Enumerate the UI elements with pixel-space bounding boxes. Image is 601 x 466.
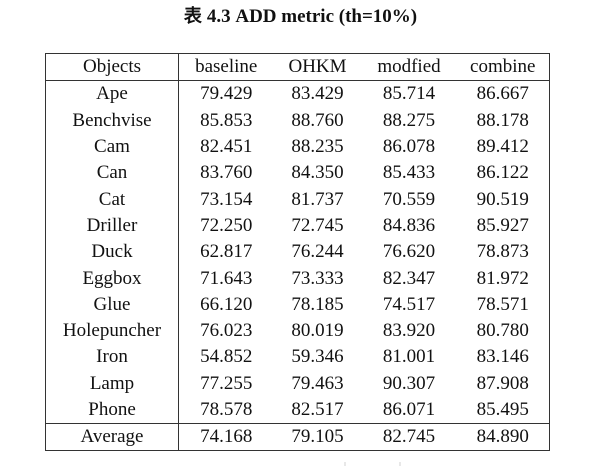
metric-value-cell: 82.451 xyxy=(200,136,253,158)
metric-value-cell: 87.908 xyxy=(476,372,529,394)
header-row: Objects baseline OHKM modfied combine xyxy=(45,53,550,81)
metric-value-cell: 82.347 xyxy=(382,267,436,289)
metric-value-cell: 70.559 xyxy=(382,188,436,210)
metric-value-cell: 77.255 xyxy=(200,372,253,394)
average-label-cell: Average xyxy=(45,423,179,451)
metric-value-cell: 78.578 xyxy=(200,399,253,420)
caption-title: 4.3 ADD metric (th=10%) xyxy=(206,6,418,27)
table-row: Iron 54.852 59.346 81.001 83.146 xyxy=(45,344,550,371)
scan-artifact xyxy=(399,462,401,466)
metric-value-cell: 71.643 xyxy=(200,267,253,289)
metric-value-cell: 88.178 xyxy=(476,109,529,131)
object-name-cell: Duck xyxy=(45,239,179,266)
metric-value-cell: 88.275 xyxy=(382,109,436,131)
object-name-cell: Cam xyxy=(45,133,179,161)
table-row: Benchvise 85.853 88.760 88.275 88.178 xyxy=(45,107,550,134)
metric-value-cell: 59.346 xyxy=(291,346,344,368)
metric-value-cell: 78.185 xyxy=(291,293,344,315)
table-row: Lamp 77.255 79.463 90.307 87.908 xyxy=(45,370,550,397)
metric-value-cell: 72.745 xyxy=(291,214,344,236)
object-name-cell: Cat xyxy=(45,186,179,213)
table-row: Holepuncher 76.023 80.019 83.920 80.780 xyxy=(45,317,550,345)
metric-value-cell: 85.714 xyxy=(382,83,436,105)
metric-value-cell: 79.429 xyxy=(200,83,253,105)
metric-value-cell: 86.122 xyxy=(476,162,529,184)
average-value-cell: 79.105 xyxy=(291,426,344,448)
metric-value-cell: 80.780 xyxy=(476,320,529,342)
column-header: Objects xyxy=(45,53,179,81)
add-metric-table: Objects baseline OHKM modfied combine Ape 79.… xyxy=(45,53,550,452)
table-row: Cat 73.154 81.737 70.559 90.519 xyxy=(45,186,550,213)
metric-value-cell: 86.071 xyxy=(382,399,436,420)
metric-value-cell: 76.620 xyxy=(382,241,436,263)
table-row: Duck 62.817 76.244 76.620 78.873 xyxy=(45,239,550,266)
object-name-cell: Lamp xyxy=(45,370,179,397)
object-name-cell: Eggbox xyxy=(45,265,179,292)
table-header: Objects baseline OHKM modfied combine xyxy=(45,53,550,81)
metric-value-cell: 85.433 xyxy=(382,162,436,184)
metric-value-cell: 78.571 xyxy=(476,293,529,315)
table-row: Can 83.760 84.350 85.433 86.122 xyxy=(45,160,550,187)
metric-value-cell: 76.023 xyxy=(200,320,253,342)
metric-value-cell: 73.154 xyxy=(200,188,253,210)
metric-value-cell: 83.146 xyxy=(476,346,529,368)
table-row: Phone 78.578 82.517 86.071 85.495 xyxy=(45,396,550,424)
metric-value-cell: 90.307 xyxy=(382,372,436,394)
metric-value-cell: 76.244 xyxy=(291,241,344,263)
average-value-cell: 74.168 xyxy=(200,426,253,448)
table-row: Eggbox 71.643 73.333 82.347 81.972 xyxy=(45,265,550,292)
metric-value-cell: 54.852 xyxy=(200,346,253,368)
column-header: baseline xyxy=(195,56,258,78)
column-header: OHKM xyxy=(288,56,347,78)
metric-value-cell: 80.019 xyxy=(291,320,344,342)
metric-value-cell: 66.120 xyxy=(200,293,253,315)
metric-value-cell: 81.001 xyxy=(382,346,436,368)
table-row: Glue 66.120 78.185 74.517 78.571 xyxy=(45,291,550,318)
metric-value-cell: 81.972 xyxy=(476,267,529,289)
object-name-cell: Glue xyxy=(45,291,179,318)
metric-value-cell: 85.853 xyxy=(200,109,253,131)
object-name-cell: Phone xyxy=(45,396,179,424)
metric-value-cell: 74.517 xyxy=(382,293,436,315)
metric-value-cell: 79.463 xyxy=(291,372,344,394)
object-name-cell: Driller xyxy=(45,212,179,240)
metric-value-cell: 82.517 xyxy=(291,399,344,420)
metric-value-cell: 62.817 xyxy=(200,241,253,263)
metric-value-cell: 84.836 xyxy=(382,214,436,236)
average-value-cell: 84.890 xyxy=(476,426,529,448)
metric-value-cell: 88.235 xyxy=(291,136,344,158)
metric-value-cell: 90.519 xyxy=(476,188,529,210)
object-name-cell: Benchvise xyxy=(45,107,179,134)
table-caption: 表 4.3 ADD metric (th=10%) xyxy=(0,5,601,29)
average-value-cell: 82.745 xyxy=(382,426,436,448)
caption-prefix: 表 xyxy=(183,6,202,27)
table-body: Ape 79.429 83.429 85.714 86.667 Benchvise 85.8… xyxy=(45,80,550,451)
metric-value-cell: 89.412 xyxy=(476,136,529,158)
metric-value-cell: 83.920 xyxy=(382,320,436,342)
object-name-cell: Can xyxy=(45,160,179,187)
metric-value-cell: 81.737 xyxy=(291,188,344,210)
column-header: combine xyxy=(470,56,536,78)
metric-value-cell: 86.667 xyxy=(476,83,529,105)
metric-value-cell: 73.333 xyxy=(291,267,344,289)
metric-value-cell: 85.495 xyxy=(476,399,529,420)
metric-value-cell: 85.927 xyxy=(476,214,529,236)
scan-artifact xyxy=(344,462,346,466)
metric-value-cell: 83.760 xyxy=(200,162,253,184)
object-name-cell: Ape xyxy=(45,80,179,108)
metric-value-cell: 88.760 xyxy=(291,109,344,131)
object-name-cell: Iron xyxy=(45,344,179,371)
metric-value-cell: 86.078 xyxy=(382,136,436,158)
table-row: Cam 82.451 88.235 86.078 89.412 xyxy=(45,133,550,161)
column-header: modfied xyxy=(377,56,441,78)
metric-value-cell: 78.873 xyxy=(476,241,529,263)
metric-value-cell: 72.250 xyxy=(200,214,253,236)
object-name-cell: Holepuncher xyxy=(45,317,179,345)
table-row: Ape 79.429 83.429 85.714 86.667 xyxy=(45,80,550,108)
table-row: Driller 72.250 72.745 84.836 85.927 xyxy=(45,212,550,240)
metric-value-cell: 84.350 xyxy=(291,162,344,184)
metric-value-cell: 83.429 xyxy=(291,83,344,105)
average-row: Average 74.168 79.105 82.745 84.890 xyxy=(45,423,550,451)
